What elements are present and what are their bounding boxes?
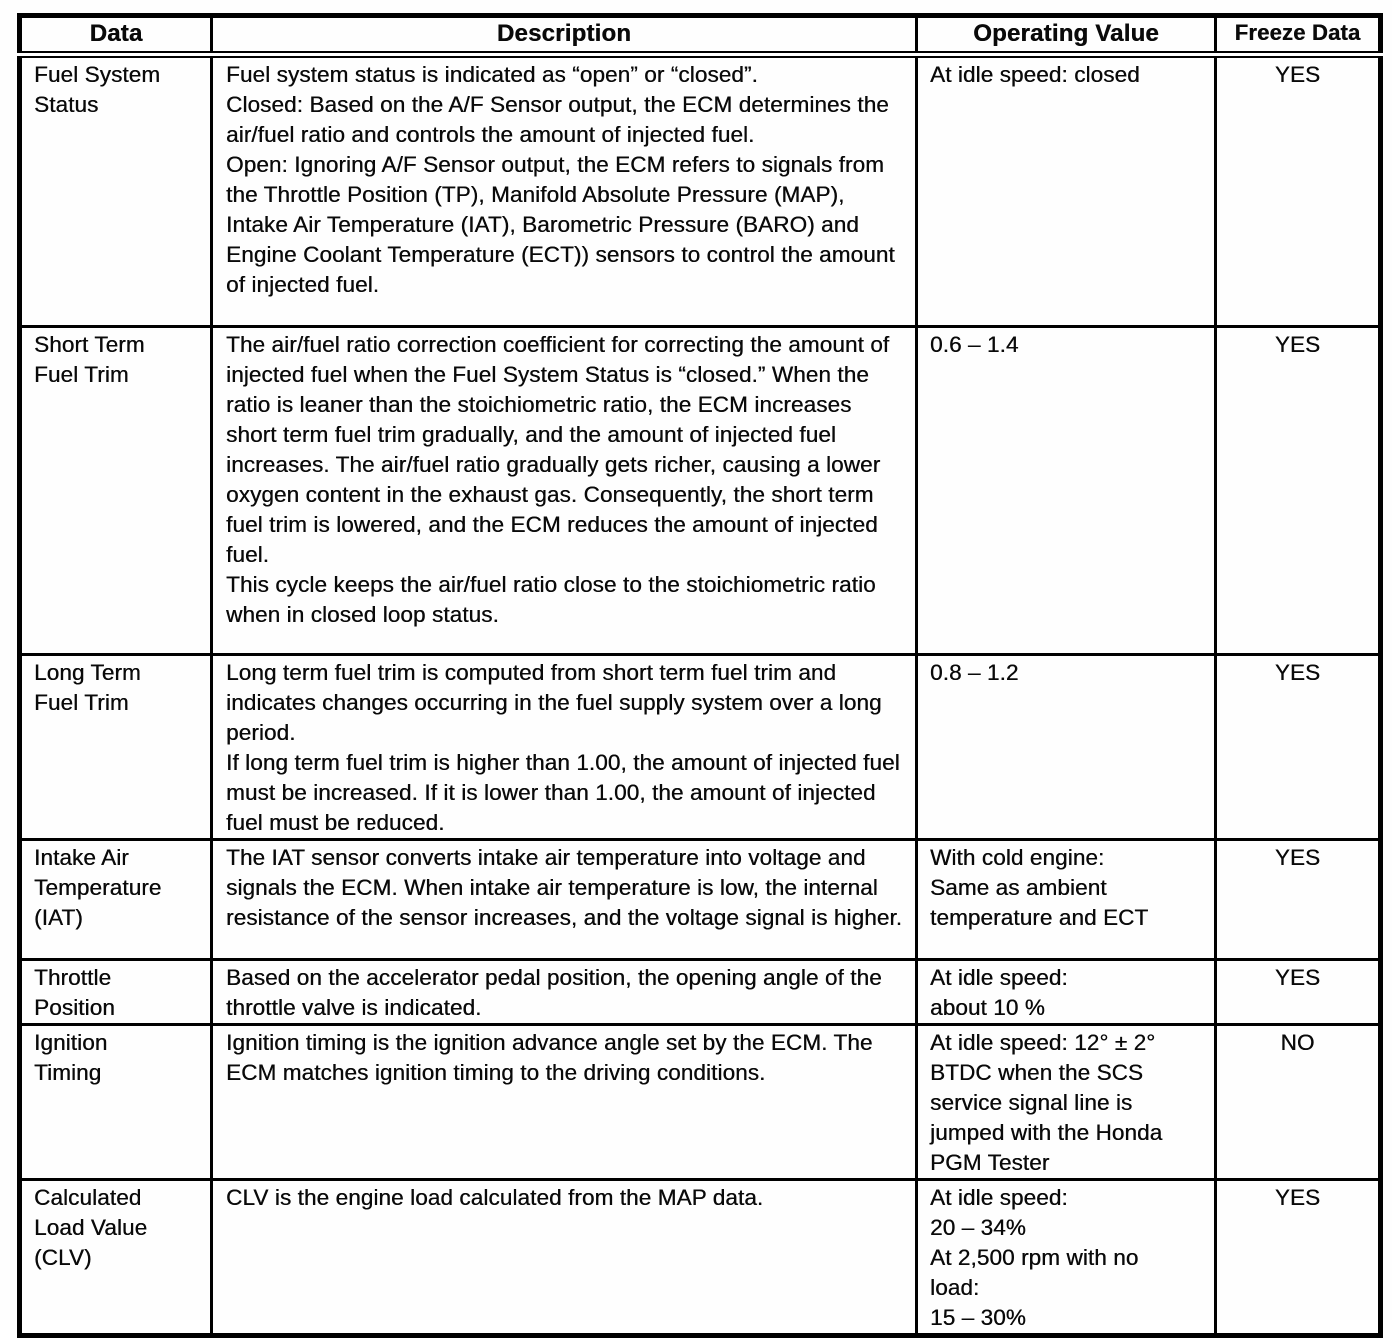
- freeze-data-cell: NO: [1214, 1023, 1382, 1181]
- table-row-long-term-fuel-trim: Long Term Fuel Trim Long term fuel trim …: [18, 653, 1382, 841]
- description-cell: CLV is the engine load calculated from t…: [210, 1178, 918, 1337]
- table-row-throttle-position: Throttle Position Based on the accelerat…: [18, 958, 1382, 1026]
- table-row-ignition-timing: Ignition Timing Ignition timing is the i…: [18, 1023, 1382, 1181]
- data-cell: Long Term Fuel Trim: [18, 653, 213, 841]
- freeze-data-cell: YES: [1214, 838, 1382, 961]
- description-cell: Fuel system status is indicated as “open…: [210, 53, 918, 328]
- data-cell: Calculated Load Value (CLV): [18, 1178, 213, 1337]
- data-cell: Ignition Timing: [18, 1023, 213, 1181]
- description-cell: Long term fuel trim is computed from sho…: [210, 653, 918, 841]
- freeze-data-cell: YES: [1214, 1178, 1382, 1337]
- header-description: Description: [210, 14, 918, 58]
- diagnostic-data-table: Data Description Operating Value Freeze …: [17, 13, 1383, 1338]
- operating-value-cell: 0.6 – 1.4: [915, 325, 1217, 656]
- operating-value-cell: With cold engine: Same as ambient temper…: [915, 838, 1217, 961]
- operating-value-cell: At idle speed: closed: [915, 53, 1217, 328]
- data-cell: Throttle Position: [18, 958, 213, 1026]
- freeze-data-cell: YES: [1214, 325, 1382, 656]
- operating-value-cell: At idle speed: 12° ± 2° BTDC when the SC…: [915, 1023, 1217, 1181]
- freeze-data-cell: YES: [1214, 958, 1382, 1026]
- description-cell: Ignition timing is the ignition advance …: [210, 1023, 918, 1181]
- table-row-intake-air-temperature: Intake Air Temperature (IAT) The IAT sen…: [18, 838, 1382, 961]
- description-cell: The IAT sensor converts intake air tempe…: [210, 838, 918, 961]
- operating-value-cell: At idle speed: about 10 %: [915, 958, 1217, 1026]
- data-cell: Fuel System Status: [18, 53, 213, 328]
- operating-value-cell: 0.8 – 1.2: [915, 653, 1217, 841]
- header-operating-value: Operating Value: [915, 14, 1217, 58]
- table-row-calculated-load-value: Calculated Load Value (CLV) CLV is the e…: [18, 1178, 1382, 1337]
- description-cell: Based on the accelerator pedal position,…: [210, 958, 918, 1026]
- data-cell: Intake Air Temperature (IAT): [18, 838, 213, 961]
- table-header-row: Data Description Operating Value Freeze …: [18, 14, 1382, 58]
- freeze-data-cell: YES: [1214, 653, 1382, 841]
- table-row-short-term-fuel-trim: Short Term Fuel Trim The air/fuel ratio …: [18, 325, 1382, 656]
- freeze-data-cell: YES: [1214, 53, 1382, 328]
- description-cell: The air/fuel ratio correction coefficien…: [210, 325, 918, 656]
- operating-value-cell: At idle speed: 20 – 34% At 2,500 rpm wit…: [915, 1178, 1217, 1337]
- header-data: Data: [18, 14, 213, 58]
- data-cell: Short Term Fuel Trim: [18, 325, 213, 656]
- table-row-fuel-system-status: Fuel System Status Fuel system status is…: [18, 53, 1382, 328]
- header-freeze-data: Freeze Data: [1214, 14, 1382, 58]
